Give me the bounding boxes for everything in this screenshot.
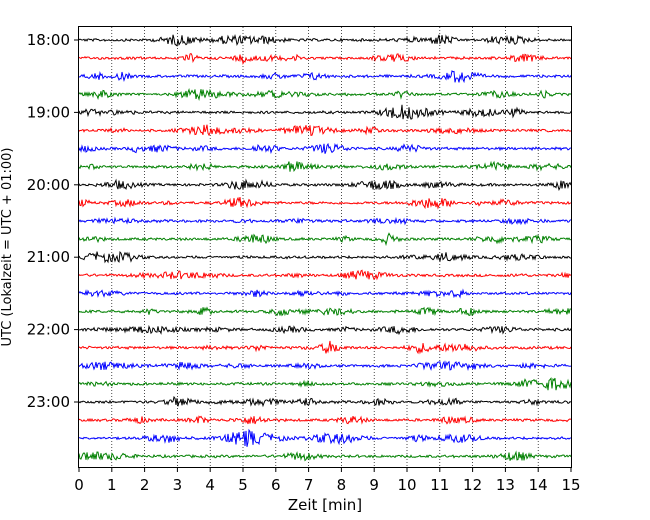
y-tick-label: 19:00 <box>27 103 70 121</box>
x-tick-label: 10 <box>397 476 416 494</box>
trace-2045 <box>78 232 572 247</box>
trace-2100 <box>78 250 572 264</box>
x-tick-label: 3 <box>173 476 183 494</box>
y-axis-label: UTC (Lokalzeit = UTC + 01:00) <box>0 148 15 347</box>
y-tick-label: 18:00 <box>27 31 70 49</box>
x-tick-label: 4 <box>205 476 215 494</box>
x-tick-label: 12 <box>463 476 482 494</box>
x-axis-ticks: 0 1 2 3 4 5 6 7 8 9 10 11 12 13 14 15 <box>74 467 581 494</box>
trace-1830 <box>78 70 572 84</box>
x-tick-label: 2 <box>140 476 150 494</box>
x-tick-label: 13 <box>496 476 515 494</box>
trace-1930 <box>78 142 572 155</box>
trace-1945 <box>78 160 572 173</box>
x-tick-label: 8 <box>337 476 347 494</box>
trace-2130 <box>78 288 572 299</box>
x-axis-label: Zeit [min] <box>288 496 362 514</box>
x-tick-label: 5 <box>238 476 248 494</box>
y-tick-label: 21:00 <box>27 248 70 266</box>
x-tick-label: 6 <box>271 476 281 494</box>
x-tick-label: 11 <box>430 476 449 494</box>
y-tick-label: 23:00 <box>27 393 70 411</box>
trace-2315 <box>78 415 572 425</box>
trace-2230 <box>78 360 572 371</box>
trace-2015 <box>78 196 572 210</box>
plot-frame <box>78 26 572 468</box>
x-tick-label: 14 <box>529 476 548 494</box>
trace-2145 <box>78 306 572 317</box>
trace-1915 <box>78 124 572 137</box>
x-tick-label: 1 <box>107 476 117 494</box>
trace-2030 <box>78 216 572 226</box>
trace-2215 <box>78 340 572 355</box>
trace-1900 <box>78 104 572 120</box>
trace-1815 <box>78 52 572 65</box>
seismogram-traces <box>78 33 572 462</box>
trace-2300 <box>78 395 572 408</box>
trace-2330 <box>78 428 572 447</box>
trace-2245 <box>78 377 572 391</box>
trace-2115 <box>78 269 572 281</box>
trace-1845 <box>78 88 572 102</box>
x-tick-label: 9 <box>369 476 379 494</box>
y-tick-label: 20:00 <box>27 176 70 194</box>
x-tick-label: 15 <box>561 476 580 494</box>
trace-2345 <box>78 450 572 462</box>
trace-2000 <box>78 178 572 192</box>
grid-lines <box>111 27 539 467</box>
x-tick-label: 7 <box>304 476 314 494</box>
x-tick-label: 0 <box>74 476 84 494</box>
trace-2200 <box>78 324 572 336</box>
y-axis-ticks: 18:00 19:00 20:00 21:00 22:00 23:00 <box>27 31 79 411</box>
y-tick-label: 22:00 <box>27 321 70 339</box>
trace-1800 <box>78 33 572 47</box>
